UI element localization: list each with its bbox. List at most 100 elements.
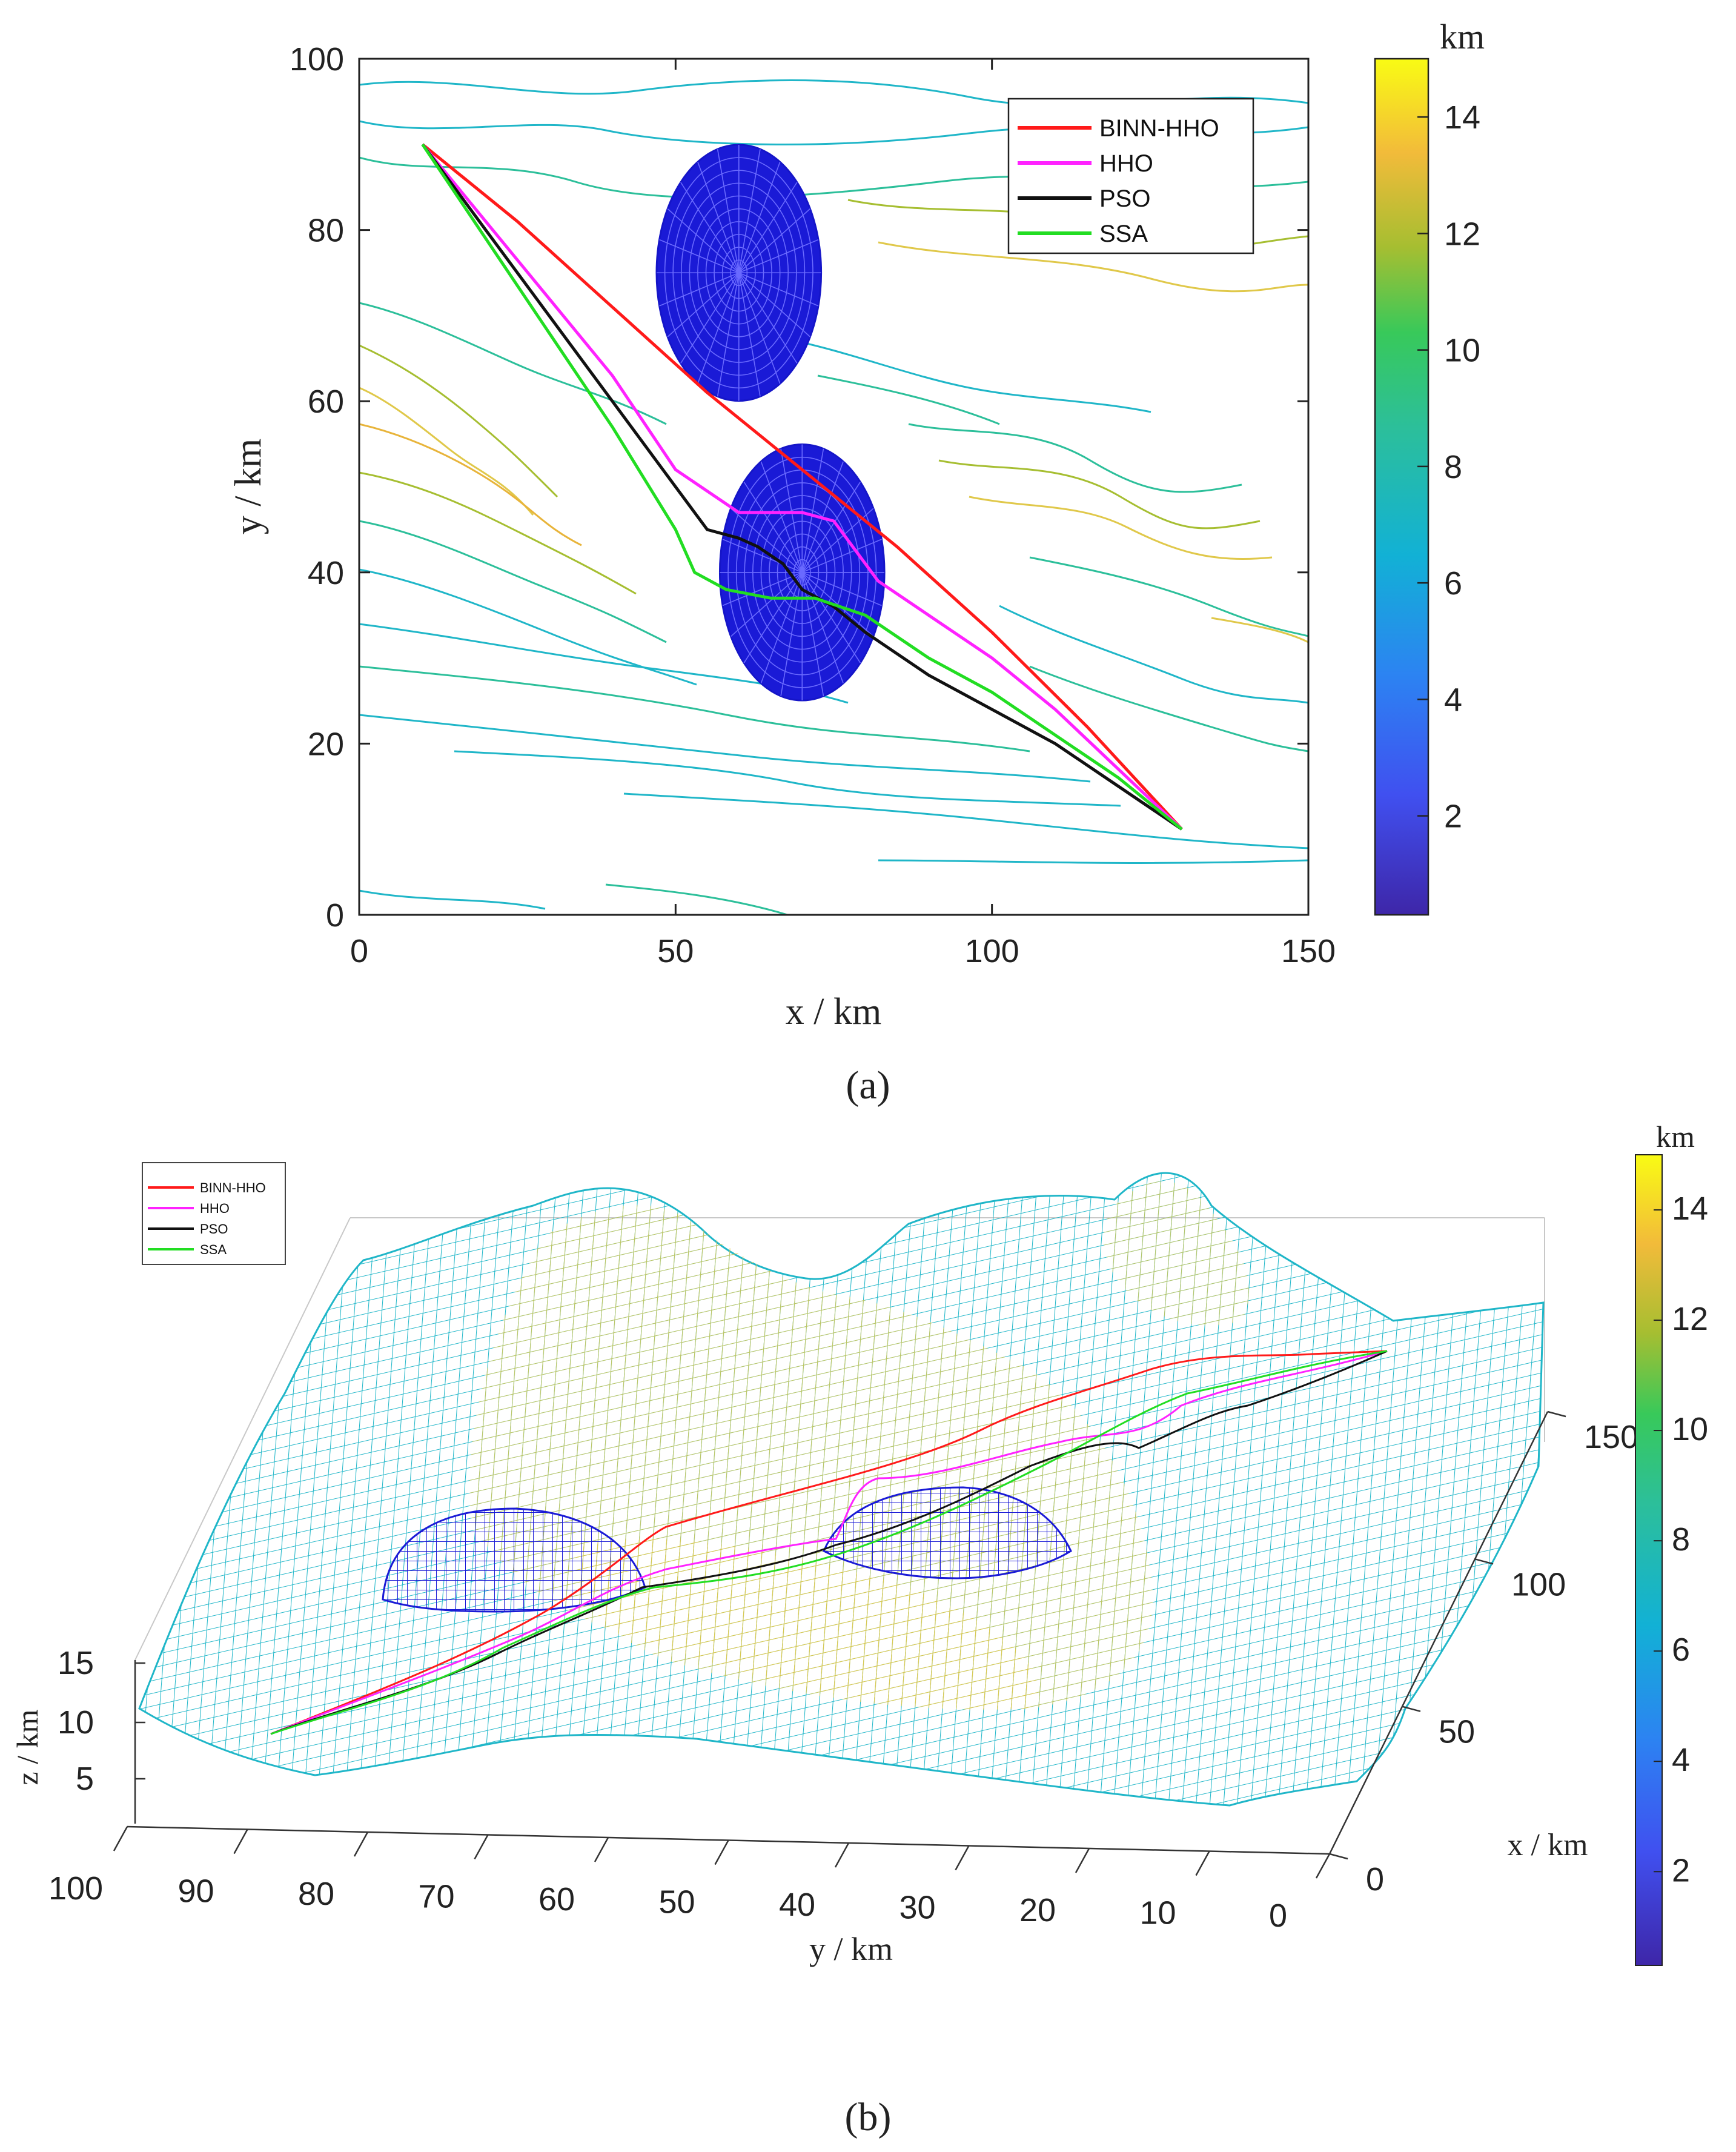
threat-sphere-spoke bbox=[738, 182, 798, 273]
z-axis-label-b: z / km bbox=[10, 1709, 44, 1785]
colorbar-tick-label-a: 2 bbox=[1444, 799, 1462, 835]
x-tick-label-b: 150 bbox=[1584, 1419, 1638, 1455]
threat-sphere-2 bbox=[718, 443, 886, 702]
y-axis-label-a: y / km bbox=[228, 439, 269, 534]
y-ticks-a: 0 20 40 60 80 100 bbox=[290, 41, 1308, 934]
y-tick-label-b: 80 bbox=[298, 1876, 334, 1912]
threat-sphere-spoke bbox=[667, 208, 740, 273]
threat-sphere-spoke bbox=[717, 273, 740, 397]
threat-sphere-spoke bbox=[731, 572, 803, 637]
path-b-binn-hho bbox=[270, 1350, 1388, 1735]
terrain-surface bbox=[138, 1172, 1545, 1807]
y-tick-label-a: 0 bbox=[326, 897, 344, 934]
y-tick-label-b: 90 bbox=[177, 1873, 214, 1910]
threat-sphere-spoke bbox=[697, 162, 740, 273]
plot-frame-a bbox=[358, 58, 1310, 916]
threat-sphere-spoke bbox=[680, 182, 740, 273]
y-tick-mark-b bbox=[1315, 1853, 1331, 1879]
y-tick-label-b: 100 bbox=[48, 1870, 103, 1907]
y-axis-b: 100 90 80 70 60 50 40 30 20 10 0 y / km bbox=[48, 1825, 1331, 1967]
y-tick-label-b: 70 bbox=[418, 1879, 454, 1915]
threat-sphere-spoke bbox=[738, 149, 761, 273]
path-b-hho bbox=[270, 1350, 1388, 1735]
path-lines-b bbox=[270, 1350, 1388, 1735]
x-tick-label-b: 100 bbox=[1511, 1566, 1566, 1602]
y-tick-label-a: 60 bbox=[308, 384, 344, 420]
threat-sphere-spoke bbox=[760, 572, 803, 684]
path-lines-a bbox=[421, 143, 1183, 831]
threat-sphere-spoke bbox=[738, 272, 810, 337]
legend-b: BINN-HHO HHO PSO SSA bbox=[142, 1162, 286, 1265]
colorbar-tick-label-a: 10 bbox=[1444, 333, 1480, 369]
x-tick-mark-b bbox=[1329, 1853, 1348, 1860]
colorbar-unit-b: km bbox=[1656, 1120, 1695, 1154]
y-tick-mark-b bbox=[714, 1839, 729, 1865]
panel-a: 0 50 100 150 0 20 40 60 80 100 x / km y / km BIN… bbox=[228, 17, 1485, 1108]
y-tick-label-b: 50 bbox=[658, 1884, 695, 1921]
legend-a-label: PSO bbox=[1099, 185, 1150, 212]
x-tick-mark-b bbox=[1474, 1558, 1494, 1565]
x-tick-label-a: 150 bbox=[1281, 933, 1336, 969]
threat-sphere-spoke bbox=[801, 572, 844, 684]
y-axis-label-b: y / km bbox=[809, 1931, 893, 1967]
threat-sphere-spoke bbox=[717, 149, 740, 273]
legend-a: BINN-HHO HHO PSO SSA bbox=[1007, 98, 1254, 254]
x-ticks-a: 0 50 100 150 bbox=[350, 59, 1336, 969]
y-tick-mark-b bbox=[594, 1837, 609, 1862]
x-tick-label-a: 0 bbox=[350, 933, 368, 969]
x-tick-label-b: 50 bbox=[1439, 1714, 1475, 1750]
threat-dome-1 bbox=[382, 1507, 646, 1613]
threat-sphere-spoke bbox=[659, 239, 740, 273]
y-tick-mark-b bbox=[1195, 1850, 1210, 1876]
colorbar-tick-label-b: 12 bbox=[1672, 1301, 1708, 1337]
threat-sphere-spoke bbox=[760, 461, 803, 573]
colorbar-tick-label-b: 4 bbox=[1672, 1742, 1690, 1778]
x-tick-label-a: 100 bbox=[965, 933, 1019, 969]
threat-sphere-spoke bbox=[738, 272, 819, 307]
path-b-ssa bbox=[270, 1350, 1388, 1735]
threat-sphere-spoke bbox=[680, 272, 740, 364]
path-a-hho bbox=[421, 143, 1183, 831]
y-tick-label-a: 20 bbox=[308, 726, 344, 762]
x-axis-b: 0 50 100 150 x / km bbox=[1328, 1410, 1638, 1898]
x-axis-label-b: x / km bbox=[1508, 1828, 1588, 1862]
colorbar-tick-label-a: 14 bbox=[1444, 99, 1480, 136]
y-tick-mark-b bbox=[955, 1845, 970, 1871]
caption-a: (a) bbox=[846, 1063, 890, 1108]
legend-b-label: SSA bbox=[200, 1242, 227, 1257]
threat-sphere-spoke bbox=[801, 572, 861, 663]
threat-sphere-1 bbox=[655, 144, 823, 402]
legend-b-label: BINN-HHO bbox=[200, 1180, 266, 1195]
colorbar-tick-label-b: 8 bbox=[1672, 1521, 1690, 1558]
threat-sphere-spoke bbox=[722, 539, 803, 573]
threat-sphere-spoke bbox=[738, 208, 810, 273]
y-tick-label-b: 60 bbox=[538, 1881, 575, 1918]
threat-sphere-spoke bbox=[801, 481, 861, 573]
legend-a-label: BINN-HHO bbox=[1099, 115, 1219, 142]
threat-sphere-spoke bbox=[801, 539, 882, 573]
x-tick-mark-b bbox=[1547, 1410, 1566, 1418]
x-tick-label-b: 0 bbox=[1366, 1861, 1384, 1898]
threat-sphere-spoke bbox=[743, 572, 803, 663]
x-axis-label-a: x / km bbox=[786, 991, 881, 1032]
threat-sphere-spoke bbox=[780, 572, 803, 696]
threat-sphere-spoke bbox=[667, 272, 740, 337]
x-tick-mark-b bbox=[1402, 1705, 1421, 1712]
y-tick-mark-b bbox=[1075, 1848, 1090, 1873]
threat-sphere-spoke bbox=[738, 272, 798, 364]
y-tick-mark-b bbox=[353, 1832, 369, 1857]
legend-a-label: HHO bbox=[1099, 150, 1153, 177]
threat-sphere-spoke bbox=[738, 239, 819, 273]
z-tick-label-b: 15 bbox=[58, 1645, 94, 1681]
colorbar-b: 2 4 6 8 10 12 14 km bbox=[1635, 1120, 1708, 1966]
terrain-contours bbox=[359, 79, 1308, 915]
z-tick-label-b: 5 bbox=[76, 1761, 94, 1797]
threat-sphere-spoke bbox=[659, 272, 740, 307]
threat-sphere-spoke bbox=[801, 448, 824, 573]
y-tick-label-b: 0 bbox=[1269, 1898, 1287, 1934]
path-a-pso bbox=[421, 143, 1183, 831]
y-tick-mark-b bbox=[834, 1842, 850, 1868]
path-a-binn-hho bbox=[421, 143, 1183, 831]
colorbar-tick-label-b: 6 bbox=[1672, 1632, 1690, 1668]
